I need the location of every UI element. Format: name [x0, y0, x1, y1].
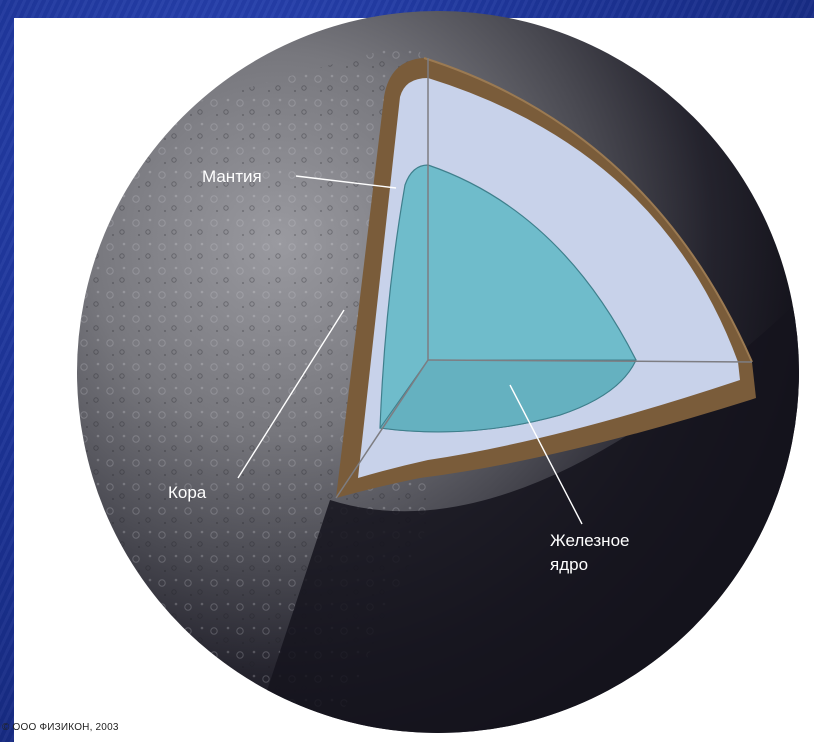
planet-night-side: [250, 300, 799, 733]
crust-edge: [423, 57, 753, 363]
cutaway-axes: [335, 58, 753, 499]
mantle-leader-line: [295, 175, 397, 189]
crust-label: Кора: [168, 483, 207, 502]
iron-core-lower: [379, 359, 637, 433]
leader-lines: [237, 175, 583, 525]
mantle-label: Мантия: [202, 167, 262, 186]
core-label-line2: ядро: [550, 555, 588, 574]
core-leader-line: [509, 384, 583, 525]
crust-leader-line: [237, 309, 345, 479]
core-label-line1: Железное: [550, 531, 629, 550]
copyright-text: © ООО ФИЗИКОН, 2003: [2, 722, 119, 733]
